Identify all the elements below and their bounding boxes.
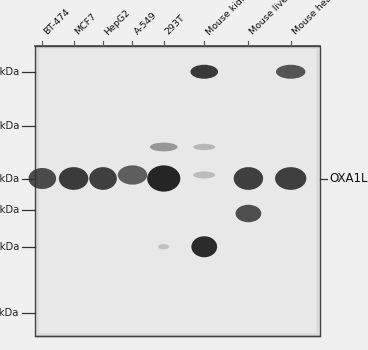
Ellipse shape	[236, 205, 261, 222]
Text: MCF7: MCF7	[74, 12, 98, 37]
Text: HepG2: HepG2	[103, 8, 132, 37]
Text: A-549: A-549	[132, 11, 158, 37]
Ellipse shape	[59, 167, 88, 190]
Ellipse shape	[118, 166, 147, 185]
Ellipse shape	[276, 65, 305, 79]
FancyBboxPatch shape	[39, 49, 316, 332]
FancyBboxPatch shape	[35, 46, 320, 336]
Text: 35kDa: 35kDa	[0, 205, 20, 215]
Ellipse shape	[191, 236, 217, 257]
Text: 70kDa: 70kDa	[0, 67, 20, 77]
Text: Mouse kidney: Mouse kidney	[204, 0, 257, 37]
Ellipse shape	[147, 166, 180, 192]
Ellipse shape	[191, 65, 218, 79]
Text: Mouse liver: Mouse liver	[248, 0, 293, 37]
Text: OXA1L: OXA1L	[329, 172, 368, 185]
Text: BT-474: BT-474	[42, 7, 72, 37]
Ellipse shape	[150, 143, 177, 151]
Ellipse shape	[29, 168, 56, 189]
Text: Mouse heart: Mouse heart	[291, 0, 339, 37]
Ellipse shape	[158, 244, 169, 249]
Ellipse shape	[193, 144, 215, 150]
Ellipse shape	[275, 167, 306, 190]
Ellipse shape	[89, 167, 117, 190]
Ellipse shape	[193, 172, 215, 178]
Text: 293T: 293T	[164, 14, 187, 37]
Text: 25kDa: 25kDa	[0, 242, 20, 252]
Ellipse shape	[234, 167, 263, 190]
Text: 55kDa: 55kDa	[0, 121, 20, 131]
Text: 15kDa: 15kDa	[0, 308, 20, 318]
Text: 40kDa: 40kDa	[0, 174, 20, 183]
